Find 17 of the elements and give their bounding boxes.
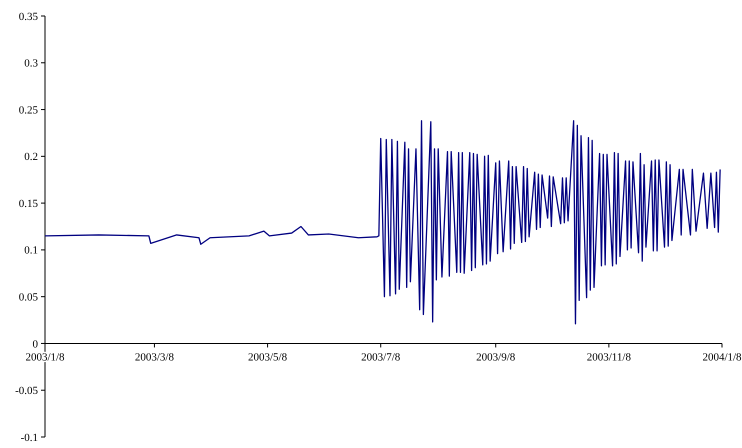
x-tick-label: 2003/3/8 [134, 351, 174, 364]
y-tick-label: 0.3 [24, 58, 38, 70]
y-tick-label: 0.1 [24, 244, 38, 257]
y-tick-label: 0.35 [18, 10, 38, 23]
y-tick-label: -0.1 [20, 432, 38, 444]
y-tick-label: 0.25 [18, 104, 38, 116]
y-tick-label: 0.2 [24, 151, 38, 164]
y-tick-label: -0.05 [15, 385, 38, 398]
x-tick-label: 2003/7/8 [361, 351, 401, 364]
y-tick-label: 0 [32, 338, 38, 350]
line-series [44, 120, 721, 324]
x-tick-label: 2003/9/8 [476, 351, 516, 364]
y-tick-label: 0.15 [18, 198, 38, 210]
x-tick-label: 2003/11/8 [586, 351, 632, 364]
x-tick-label: 2004/1/8 [702, 351, 742, 364]
x-tick-label: 2003/5/8 [248, 351, 288, 364]
y-tick-label: 0.05 [18, 292, 38, 304]
